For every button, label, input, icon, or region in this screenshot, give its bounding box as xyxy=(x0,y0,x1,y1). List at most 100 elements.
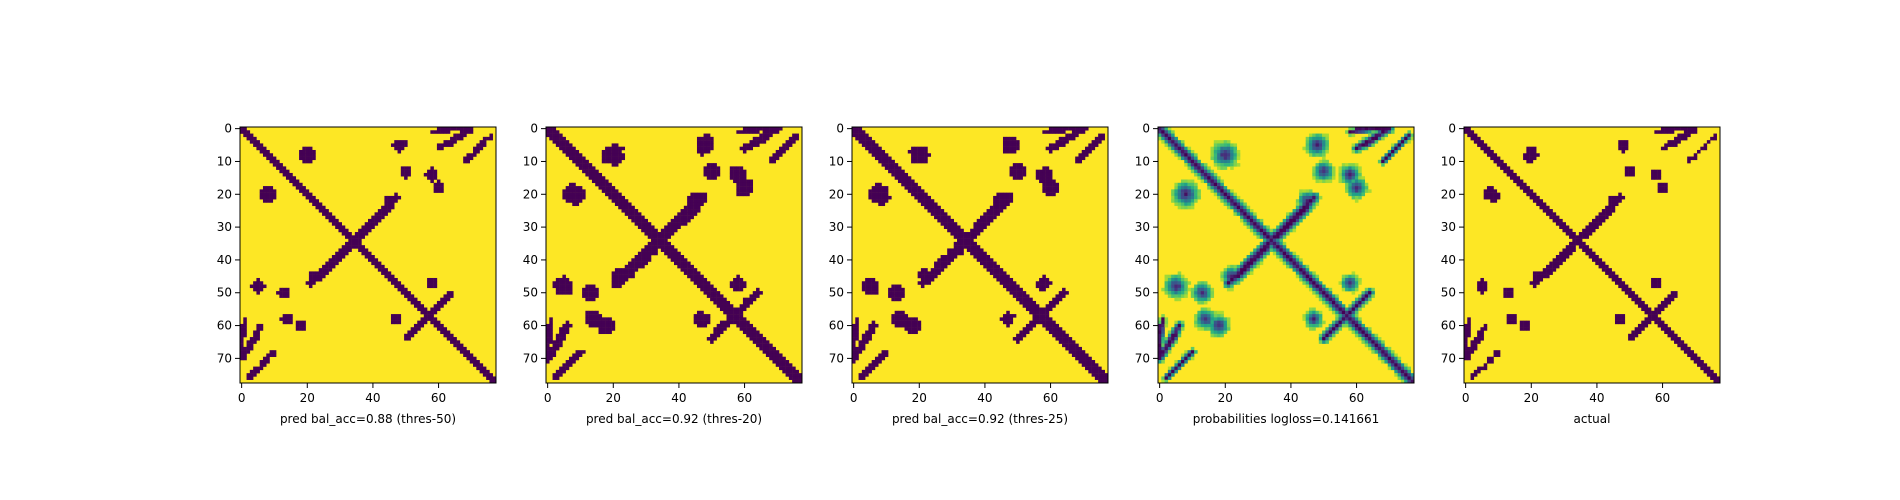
heatmap-cell xyxy=(868,136,872,141)
heatmap-cell xyxy=(1397,363,1402,367)
heatmap-cell xyxy=(1223,330,1228,335)
heatmap-cell xyxy=(700,317,704,321)
heatmap-cell xyxy=(723,297,727,302)
heatmap-cell xyxy=(1667,294,1672,298)
heatmap-cell xyxy=(1690,156,1694,161)
heatmap-cell xyxy=(1354,166,1359,170)
heatmap-cell xyxy=(1009,149,1014,154)
heatmap-cell xyxy=(690,209,694,213)
heatmap-cell xyxy=(459,133,464,138)
heatmap-cell xyxy=(364,255,369,259)
heatmap-cell xyxy=(1226,153,1231,157)
heatmap-cell xyxy=(1171,327,1175,331)
heatmap-cell xyxy=(1213,140,1218,144)
heatmap-cell xyxy=(736,317,740,321)
heatmap-cell xyxy=(1516,176,1521,180)
heatmap-cell xyxy=(1266,245,1270,249)
x-tick-label: 40 xyxy=(671,391,686,405)
heatmap-cell xyxy=(1295,215,1300,220)
heatmap-cell xyxy=(1361,294,1366,298)
heatmap-cell xyxy=(1598,261,1603,266)
heatmap-cell xyxy=(934,212,938,216)
heatmap-cell xyxy=(1536,153,1540,157)
heatmap-cell xyxy=(1322,163,1326,167)
heatmap-cell xyxy=(456,127,461,131)
heatmap-cell xyxy=(1667,327,1672,331)
heatmap-cell xyxy=(765,343,770,348)
heatmap-cell xyxy=(924,159,928,164)
heatmap-cell xyxy=(874,323,879,328)
heatmap-cell xyxy=(878,199,882,203)
heatmap-cell xyxy=(756,343,760,348)
heatmap-cell xyxy=(1397,143,1402,147)
heatmap-cell xyxy=(565,320,570,325)
heatmap-cell xyxy=(243,350,247,354)
y-tick-label: 0 xyxy=(1142,122,1150,136)
heatmap-cell xyxy=(1611,271,1616,275)
heatmap-cell xyxy=(621,199,626,203)
heatmap-cell xyxy=(1493,199,1498,203)
heatmap-cell xyxy=(354,232,359,236)
heatmap-cell xyxy=(736,192,740,197)
heatmap-cell xyxy=(1331,172,1336,177)
heatmap-cell xyxy=(624,268,629,272)
heatmap-cell xyxy=(381,205,385,210)
heatmap-cell xyxy=(1325,159,1329,164)
heatmap-cell xyxy=(1174,153,1178,157)
heatmap-cell xyxy=(285,287,290,292)
heatmap-cell xyxy=(953,251,958,256)
heatmap-cell xyxy=(1381,343,1385,348)
heatmap-cell xyxy=(1065,337,1069,341)
heatmap-cell xyxy=(1503,163,1507,167)
heatmap-cell xyxy=(1088,369,1092,374)
heatmap-cell xyxy=(279,291,283,295)
heatmap-cell xyxy=(943,225,948,229)
heatmap-cell xyxy=(861,340,866,344)
heatmap-cell xyxy=(1716,379,1721,384)
heatmap-cell xyxy=(1012,176,1017,180)
heatmap-cell xyxy=(729,169,734,174)
heatmap-cell xyxy=(1243,209,1247,213)
heatmap-cell xyxy=(1318,297,1323,302)
heatmap-cell xyxy=(394,277,398,282)
heatmap-cell xyxy=(1012,140,1017,144)
heatmap-cell xyxy=(726,323,731,328)
heatmap-cell xyxy=(680,209,685,213)
heatmap-cell xyxy=(575,149,580,154)
heatmap-cell xyxy=(1664,146,1668,151)
heatmap-cell xyxy=(950,258,954,262)
heatmap-cell xyxy=(1167,284,1172,289)
heatmap-cell xyxy=(1394,373,1398,377)
heatmap-cell xyxy=(1158,136,1162,141)
heatmap-cell xyxy=(1493,153,1498,157)
heatmap-cell xyxy=(1555,215,1560,220)
heatmap-cell xyxy=(331,222,336,226)
heatmap-cell xyxy=(1371,291,1375,295)
heatmap-cell xyxy=(1253,255,1257,259)
heatmap-cell xyxy=(390,317,395,321)
heatmap-cell xyxy=(710,172,714,177)
heatmap-cell xyxy=(986,268,991,272)
heatmap-cell xyxy=(1328,323,1333,328)
heatmap-cell xyxy=(1368,189,1372,193)
heatmap-cell xyxy=(1009,314,1014,318)
heatmap-cell xyxy=(1058,333,1063,338)
heatmap-cell xyxy=(269,159,274,164)
heatmap-cell xyxy=(710,169,714,174)
heatmap-cell xyxy=(1226,156,1231,161)
heatmap-cell xyxy=(891,317,895,321)
heatmap-cell xyxy=(1263,238,1267,243)
heatmap-cell xyxy=(1177,366,1182,371)
heatmap-cell xyxy=(723,323,727,328)
heatmap-cell xyxy=(894,314,899,318)
heatmap-cell xyxy=(1253,222,1257,226)
heatmap-cell xyxy=(1032,300,1037,305)
heatmap-cell xyxy=(404,172,408,177)
heatmap-cell xyxy=(1088,143,1092,147)
heatmap-cell xyxy=(999,195,1004,200)
heatmap-cell xyxy=(1467,353,1471,357)
heatmap-cell xyxy=(240,130,244,134)
heatmap-cell xyxy=(318,202,323,207)
heatmap-cell xyxy=(736,186,740,190)
heatmap-cell xyxy=(1177,287,1182,292)
